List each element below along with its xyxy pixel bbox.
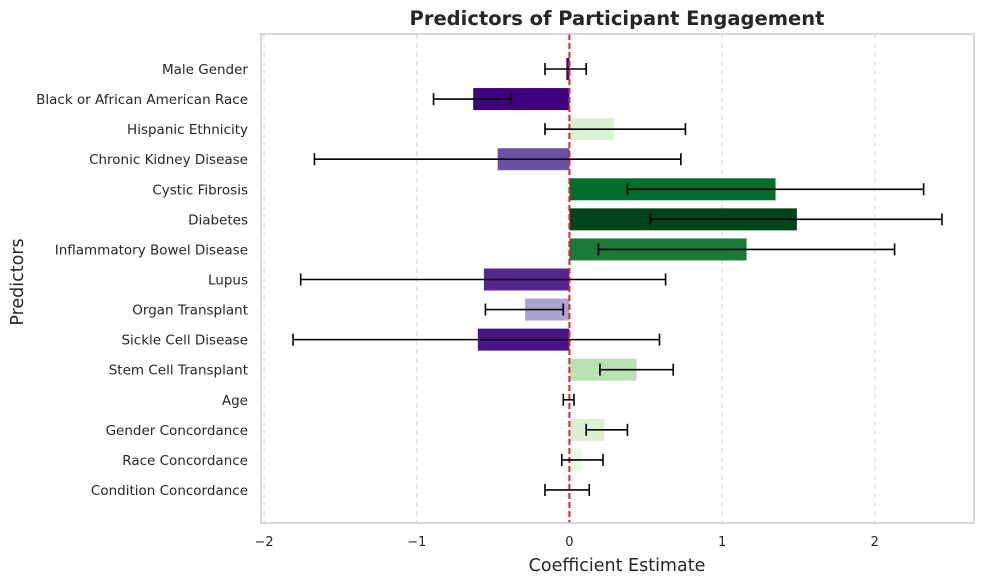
y-axis-label: Predictors bbox=[8, 238, 28, 325]
category-label: Gender Concordance bbox=[106, 423, 248, 439]
bar bbox=[473, 88, 570, 111]
category-label: Sickle Cell Disease bbox=[121, 333, 248, 349]
x-tick-label: −1 bbox=[407, 535, 426, 550]
x-tick-label: −2 bbox=[254, 535, 273, 550]
x-axis-label: Coefficient Estimate bbox=[529, 556, 706, 576]
x-tick-label: 0 bbox=[565, 535, 573, 550]
category-label: Chronic Kidney Disease bbox=[89, 152, 248, 168]
category-label: Condition Concordance bbox=[91, 483, 248, 499]
category-label: Cystic Fibrosis bbox=[152, 182, 248, 198]
category-label: Diabetes bbox=[188, 212, 248, 228]
category-label: Inflammatory Bowel Disease bbox=[55, 242, 248, 258]
x-tick-labels: −2 −1 0 1 2 bbox=[254, 535, 878, 550]
error-bars bbox=[292, 63, 943, 496]
category-label: Black or African American Race bbox=[36, 92, 248, 108]
chart-title: Predictors of Participant Engagement bbox=[410, 7, 825, 30]
category-label: Hispanic Ethnicity bbox=[127, 122, 248, 138]
x-tick-label: 2 bbox=[871, 535, 879, 550]
category-label: Age bbox=[222, 393, 248, 409]
category-label: Stem Cell Transplant bbox=[109, 363, 248, 379]
category-labels: Male Gender Black or African American Rac… bbox=[36, 62, 248, 499]
category-label: Lupus bbox=[208, 272, 248, 288]
category-label: Race Concordance bbox=[122, 453, 248, 469]
x-tick-label: 1 bbox=[718, 535, 726, 550]
plot-frame bbox=[260, 33, 975, 524]
category-label: Male Gender bbox=[162, 62, 248, 78]
category-label: Organ Transplant bbox=[132, 303, 248, 319]
